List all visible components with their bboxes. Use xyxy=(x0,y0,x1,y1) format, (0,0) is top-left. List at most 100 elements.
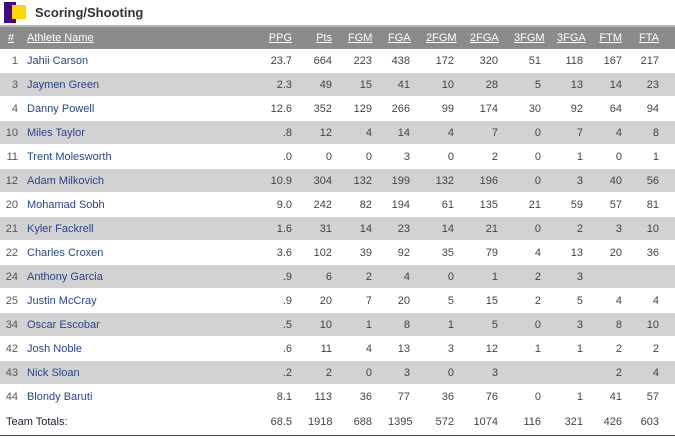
stat-value: 4 xyxy=(348,120,388,145)
stat-value: 82 xyxy=(348,192,388,217)
table-row: 10 Miles Taylor .8 12 4 14 4 7 0 7 4 8 xyxy=(0,120,675,145)
table-row: 44 Blondy Baruti 8.1 113 36 77 36 76 0 1 41 57 xyxy=(0,384,675,409)
athlete-name-link[interactable]: Blondy Baruti xyxy=(27,390,93,403)
athlete-name-link[interactable]: Jahii Carson xyxy=(27,54,89,67)
stat-value: 0 xyxy=(514,144,557,169)
stat-value: 135 xyxy=(470,192,514,217)
stats-table-header: # Athlete Name PPG Pts FGM FGA 2FGM 2FGA 3FGM 3FG… xyxy=(0,25,675,49)
stat-value: 1 xyxy=(470,264,514,289)
stat-value: 2 xyxy=(470,144,514,169)
stat-value: 81 xyxy=(638,192,675,217)
stat-value: 36 xyxy=(638,240,675,265)
jersey-number: 10 xyxy=(0,120,22,145)
stat-value: 13 xyxy=(388,336,426,361)
stat-value: 4 xyxy=(514,240,557,265)
stat-value: 10 xyxy=(638,312,675,337)
column-header-ppg[interactable]: PPG xyxy=(268,32,292,44)
stat-value: 5 xyxy=(557,288,599,313)
column-header-3fgm[interactable]: 3FGM xyxy=(514,32,545,44)
stat-value: 40 xyxy=(599,168,638,193)
stat-value: 1 xyxy=(638,144,675,169)
stat-value: 3 xyxy=(557,168,599,193)
stat-value: 59 xyxy=(557,192,599,217)
stat-value xyxy=(557,360,599,385)
stat-value: 0 xyxy=(514,384,557,409)
stat-value: 36 xyxy=(426,384,470,409)
stat-value: 3 xyxy=(426,336,470,361)
stat-value: 4 xyxy=(638,360,675,385)
section-title-bar: Scoring/Shooting xyxy=(0,0,675,25)
stat-value: 99 xyxy=(426,96,470,121)
stat-value: 12 xyxy=(308,120,348,145)
stat-value: 35 xyxy=(426,240,470,265)
stat-value xyxy=(638,264,675,289)
table-row: 42 Josh Noble .6 11 4 13 3 12 1 1 2 2 xyxy=(0,336,675,361)
stat-value: 3 xyxy=(599,216,638,241)
totals-value: 1395 xyxy=(388,408,426,436)
totals-value: 116 xyxy=(514,408,557,436)
stat-value: 20 xyxy=(599,240,638,265)
stat-value: 304 xyxy=(308,168,348,193)
athlete-name-link[interactable]: Charles Croxen xyxy=(27,246,104,259)
totals-value: 321 xyxy=(557,408,599,436)
column-header-fgm[interactable]: FGM xyxy=(348,32,373,44)
table-row: 21 Kyler Fackrell 1.6 31 14 23 14 21 0 2 3 10 xyxy=(0,216,675,241)
column-header-num[interactable]: # xyxy=(8,32,15,44)
stat-value: 3 xyxy=(470,360,514,385)
athlete-name-link[interactable]: Mohamad Sobh xyxy=(27,198,105,211)
stat-value: 7 xyxy=(348,288,388,313)
column-header-2fgm[interactable]: 2FGM xyxy=(426,32,457,44)
stat-value: 15 xyxy=(470,288,514,313)
jersey-number: 44 xyxy=(0,384,22,409)
column-header-pts[interactable]: Pts xyxy=(316,32,332,44)
athlete-name-link[interactable]: Kyler Fackrell xyxy=(27,222,94,235)
athlete-name-link[interactable]: Danny Powell xyxy=(27,102,95,115)
column-header-fga[interactable]: FGA xyxy=(388,32,411,44)
stat-value: 196 xyxy=(470,168,514,193)
stat-value: 223 xyxy=(348,49,388,73)
stat-value: 61 xyxy=(426,192,470,217)
athlete-name-link[interactable]: Josh Noble xyxy=(27,342,83,355)
stat-value: 39 xyxy=(348,240,388,265)
stat-value: 8.1 xyxy=(258,384,308,409)
stat-value xyxy=(514,360,557,385)
totals-label: Team Totals: xyxy=(0,408,258,436)
stat-value: 28 xyxy=(470,72,514,97)
table-row: 1 Jahii Carson 23.7 664 223 438 172 320 51 118 167… xyxy=(0,49,675,73)
jersey-number: 25 xyxy=(0,288,22,313)
stat-value: 14 xyxy=(348,216,388,241)
athlete-name-link[interactable]: Justin McCray xyxy=(27,294,97,307)
athlete-name-link[interactable]: Oscar Escobar xyxy=(27,318,100,331)
stat-value xyxy=(599,264,638,289)
column-header-3fga[interactable]: 3FGA xyxy=(557,32,586,44)
stat-value: 2 xyxy=(308,360,348,385)
athlete-name-link[interactable]: Nick Sloan xyxy=(27,366,80,379)
stat-value: 0 xyxy=(514,120,557,145)
column-header-athlete-name[interactable]: Athlete Name xyxy=(27,32,94,44)
stat-value: 8 xyxy=(599,312,638,337)
stat-value: 1.6 xyxy=(258,216,308,241)
stat-value: 4 xyxy=(348,336,388,361)
athlete-name-link[interactable]: Adam Milkovich xyxy=(27,174,105,187)
table-row: 11 Trent Molesworth .0 0 0 3 0 2 0 1 0 1 xyxy=(0,144,675,169)
jersey-number: 1 xyxy=(0,49,22,73)
stat-value: 10.9 xyxy=(258,168,308,193)
stat-value: 92 xyxy=(557,96,599,121)
column-header-2fga[interactable]: 2FGA xyxy=(470,32,499,44)
column-header-fta[interactable]: FTA xyxy=(639,32,659,44)
athlete-name-link[interactable]: Trent Molesworth xyxy=(27,150,112,163)
stat-value: 3.6 xyxy=(258,240,308,265)
table-row: 34 Oscar Escobar .5 10 1 8 1 5 0 3 8 10 xyxy=(0,312,675,337)
column-header-ftm[interactable]: FTM xyxy=(599,32,622,44)
stat-value: 14 xyxy=(599,72,638,97)
logo-gold-square xyxy=(12,5,26,19)
stat-value: 79 xyxy=(470,240,514,265)
athlete-name-link[interactable]: Jaymen Green xyxy=(27,78,100,91)
athlete-name-link[interactable]: Miles Taylor xyxy=(27,126,85,139)
table-row: 22 Charles Croxen 3.6 102 39 92 35 79 4 13 20 36 xyxy=(0,240,675,265)
stat-value: 352 xyxy=(308,96,348,121)
stat-value: .5 xyxy=(258,312,308,337)
stat-value: 12 xyxy=(470,336,514,361)
athlete-name-link[interactable]: Anthony Garcia xyxy=(27,270,103,283)
